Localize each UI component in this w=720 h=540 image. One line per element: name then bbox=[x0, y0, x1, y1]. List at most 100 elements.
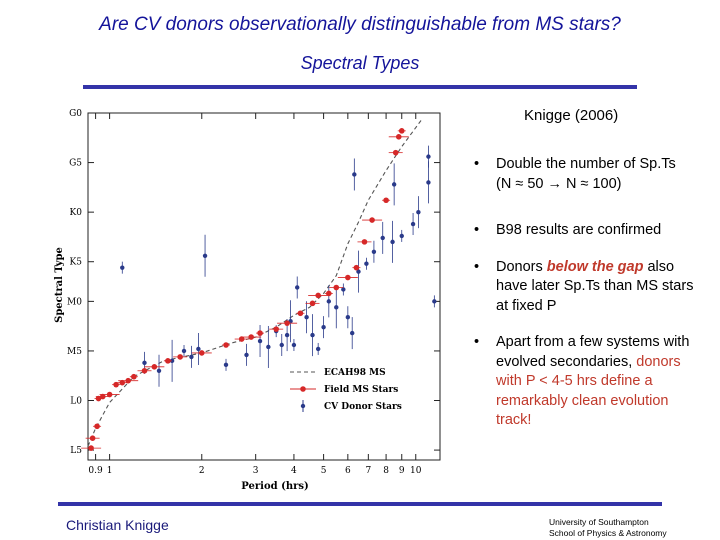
emphasis-text: below the gap bbox=[546, 258, 644, 275]
cv-donor-point bbox=[181, 348, 187, 354]
bullet-item: • Apart from a few systems with evolved … bbox=[470, 333, 695, 431]
bullet-text: also have later Sp.Ts than MS stars at f… bbox=[496, 258, 694, 314]
bullet-item: • Donors below the gap also have later S… bbox=[470, 258, 695, 317]
field-ms-point bbox=[398, 128, 405, 134]
y-tick-label: K0 bbox=[70, 208, 83, 218]
field-ms-point bbox=[141, 367, 148, 374]
citation: Knigge (2006) bbox=[524, 107, 619, 124]
field-ms-point bbox=[326, 290, 332, 297]
cv-donor-point bbox=[257, 338, 263, 344]
field-ms-point bbox=[315, 292, 321, 299]
cv-donor-point bbox=[326, 299, 332, 304]
field-ms-point bbox=[238, 336, 245, 342]
field-ms-point bbox=[119, 379, 126, 386]
x-tick-label: 9 bbox=[399, 466, 405, 476]
field-ms-point bbox=[89, 435, 96, 441]
institution-line: School of Physics & Astronomy bbox=[549, 528, 667, 538]
cv-donor-point bbox=[304, 315, 309, 320]
field-ms-point bbox=[333, 284, 340, 291]
field-ms-point bbox=[383, 197, 389, 204]
field-ms-point bbox=[131, 373, 137, 380]
y-tick-label: M5 bbox=[67, 347, 82, 357]
bullet-marker: • bbox=[474, 222, 480, 238]
plot-frame bbox=[87, 112, 441, 461]
field-ms-point bbox=[392, 149, 399, 156]
legend-cv-marker bbox=[300, 403, 306, 409]
x-tick-label: 7 bbox=[365, 466, 371, 476]
cv-donor-point bbox=[349, 330, 355, 336]
cv-donor-point bbox=[410, 221, 416, 227]
y-axis-label: Spectral Type bbox=[54, 247, 65, 323]
highlight-text: donors with P < 4-5 hrs define a remarka… bbox=[496, 353, 681, 429]
bullet-text: B98 results are confirmed bbox=[496, 222, 662, 238]
cv-donor-point bbox=[169, 358, 175, 364]
field-ms-point bbox=[223, 342, 229, 348]
field-ms-point bbox=[113, 381, 119, 388]
x-tick-label: 8 bbox=[383, 466, 389, 476]
legend-field-marker bbox=[300, 386, 306, 392]
cv-donor-point bbox=[142, 360, 147, 366]
field-ms-point bbox=[345, 274, 351, 281]
x-tick-label: 6 bbox=[345, 466, 351, 476]
bottom-divider bbox=[58, 502, 662, 506]
x-tick-label: 1 bbox=[107, 466, 113, 476]
x-tick-label: 2 bbox=[199, 466, 205, 476]
cv-donor-point bbox=[202, 253, 208, 258]
field-ms-point bbox=[248, 334, 254, 340]
bullet-marker: • bbox=[474, 258, 480, 275]
cv-donor-point bbox=[315, 346, 321, 352]
author-name: Christian Knigge bbox=[66, 517, 169, 533]
bullet-marker: • bbox=[474, 334, 480, 350]
field-ms-point bbox=[361, 239, 368, 245]
institution: University of Southampton School of Phys… bbox=[549, 517, 667, 539]
slide-title: Are CV donors observationally distinguis… bbox=[99, 14, 621, 35]
cv-donor-point bbox=[390, 239, 395, 245]
y-tick-label: L5 bbox=[70, 446, 82, 456]
bullet-text: Apart from a few systems with evolved se… bbox=[496, 334, 690, 370]
field-ms-point bbox=[165, 358, 171, 364]
field-ms-point bbox=[151, 364, 158, 370]
cv-donor-point bbox=[189, 354, 194, 360]
ms-track-line bbox=[87, 118, 423, 447]
field-ms-point bbox=[353, 264, 360, 271]
field-ms-point bbox=[106, 391, 113, 398]
cv-donor-point bbox=[432, 299, 437, 304]
cv-donor-point bbox=[156, 368, 162, 373]
cv-donor-point bbox=[426, 180, 431, 185]
y-tick-label: G5 bbox=[69, 159, 82, 169]
field-ms-point bbox=[94, 423, 100, 430]
cv-donor-point bbox=[364, 261, 369, 266]
x-axis-label: Period (hrs) bbox=[241, 481, 308, 492]
slide-subtitle: Spectral Types bbox=[300, 53, 420, 73]
field-ms-point bbox=[99, 393, 106, 400]
y-tick-label: L0 bbox=[70, 397, 82, 407]
bullet-list: • Double the number of Sp.Ts (N ≈ 50 → N… bbox=[470, 155, 695, 431]
field-ms-point bbox=[369, 217, 375, 223]
cv-donor-point bbox=[291, 342, 297, 348]
cv-donor-point bbox=[399, 233, 404, 239]
field-ms-point bbox=[297, 310, 304, 317]
top-divider bbox=[83, 85, 637, 89]
bullet-text: Donors bbox=[496, 258, 547, 275]
cv-donor-point bbox=[416, 209, 421, 215]
y-tick-label: K5 bbox=[70, 258, 83, 268]
field-ms-point bbox=[395, 133, 402, 140]
cv-donor-point bbox=[341, 287, 346, 292]
cv-donor-point bbox=[120, 265, 125, 270]
x-tick-label: 5 bbox=[321, 466, 327, 476]
cv-donor-point bbox=[371, 249, 377, 254]
legend-label: CV Donor Stars bbox=[324, 402, 402, 412]
cv-donor-point bbox=[196, 346, 201, 352]
x-tick-label: 0.9 bbox=[88, 466, 103, 476]
bullet-marker: • bbox=[474, 156, 480, 172]
legend-label: Field MS Stars bbox=[324, 385, 398, 395]
cv-donor-point bbox=[321, 324, 326, 330]
field-ms-point bbox=[198, 350, 205, 356]
x-tick-label: 4 bbox=[291, 466, 297, 476]
cv-donor-point bbox=[426, 154, 431, 159]
institution-line: University of Southampton bbox=[549, 517, 649, 527]
y-tick-label: G0 bbox=[69, 109, 82, 119]
cv-donor-point bbox=[284, 332, 290, 338]
bullet-text: Double the number of Sp.Ts (N ≈ 50 → N ≈… bbox=[496, 156, 676, 192]
legend-label: ECAH98 MS bbox=[324, 368, 386, 378]
